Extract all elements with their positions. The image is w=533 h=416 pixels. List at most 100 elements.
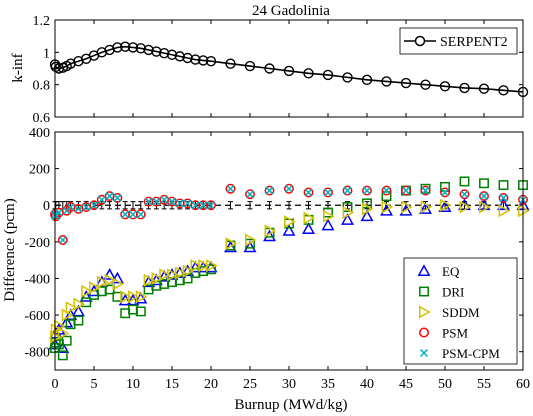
serpent2-point (151, 46, 162, 57)
sddm-point (264, 224, 277, 238)
sddm-point (65, 301, 78, 315)
eq-point (302, 222, 315, 234)
psm-cpm-point (136, 210, 145, 219)
eq-legend-label: EQ (442, 264, 460, 279)
sddm-point (225, 237, 238, 251)
psm-point (264, 185, 275, 196)
psm-cpm-point (152, 197, 161, 206)
psm-point (303, 187, 314, 198)
eq-point (118, 293, 132, 306)
eq-point (321, 218, 335, 231)
top-ytick-label: 0.6 (33, 111, 51, 126)
serpent2-point (420, 79, 431, 90)
serpent2-point (400, 77, 412, 89)
bottom-plot-frame (54, 131, 524, 371)
top-legend-marker (414, 35, 426, 47)
reference-error-bar (306, 201, 311, 210)
eq-point (56, 341, 70, 353)
psm-cpm-point (97, 195, 106, 204)
bottom-xtick-label: 20 (204, 377, 218, 392)
sddm-point (420, 200, 433, 214)
psm-point (245, 189, 255, 200)
bottom-ytick-label: -800 (24, 346, 50, 361)
psm-cpm-point (144, 197, 153, 206)
psm-cpm-point (199, 201, 208, 210)
bottom-ytick-label: 0 (43, 199, 50, 214)
psm-point (323, 187, 333, 198)
serpent2-point (478, 83, 490, 94)
psm-point (112, 192, 123, 203)
eq-point (224, 240, 237, 253)
serpent2-point (498, 85, 509, 96)
sddm-point (303, 211, 316, 225)
sddm-point (459, 200, 472, 214)
serpent2-point (244, 60, 256, 72)
psm-cpm-point (58, 235, 67, 245)
psm-cpm-point (167, 197, 177, 206)
bottom-xlabel: Burnup (MWd/kg) (235, 397, 348, 413)
dri-point (459, 176, 470, 187)
sddm-point (73, 297, 86, 311)
eq-point (95, 275, 109, 288)
psm-point (135, 209, 146, 220)
psm-cpm-point (401, 186, 411, 195)
eq-point (110, 271, 124, 284)
psm-point (342, 185, 353, 196)
reference-error-bar (228, 201, 233, 210)
sddm-point (190, 259, 203, 273)
eq-point (173, 266, 187, 278)
psm-cpm-legend-label: PSM-CPM (442, 346, 500, 361)
sddm-point (479, 200, 491, 214)
sddm-point (498, 204, 511, 218)
sddm-point (323, 209, 335, 223)
sddm-point (381, 200, 394, 214)
sddm-point (89, 281, 101, 295)
eq-point (126, 293, 140, 306)
psm-cpm-point (362, 186, 372, 195)
dri-point (81, 297, 92, 308)
sddm-point (245, 233, 257, 247)
serpent2-point (381, 76, 392, 87)
psm-point (440, 187, 450, 198)
bottom-xtick-label: 25 (243, 377, 257, 392)
sddm-point (174, 266, 187, 280)
bottom-ytick-label: -600 (24, 309, 50, 324)
psm-point (89, 200, 99, 211)
eq-point (71, 304, 85, 317)
sddm-point (81, 284, 93, 298)
dri-point (440, 181, 450, 192)
dri-point (381, 191, 392, 202)
eq-point (243, 240, 257, 253)
bottom-xtick-label: 30 (282, 377, 296, 392)
sddm-point (143, 273, 156, 287)
sddm-point (57, 326, 70, 340)
psm-cpm-point (460, 190, 469, 199)
psm-point (96, 194, 107, 205)
psm-point (362, 185, 372, 196)
psm-point (225, 183, 236, 194)
top-ytick-label: 1.2 (33, 14, 51, 29)
sddm-point (167, 268, 179, 282)
psm-cpm-point (105, 192, 114, 201)
serpent2-point (119, 41, 131, 52)
psm-cpm-point (499, 193, 508, 202)
eq-point (399, 203, 413, 216)
sddm-point (198, 259, 210, 273)
psm-cpm-point (160, 195, 169, 204)
top-legend-label: SERPENT2 (440, 35, 508, 50)
reference-error-bar (247, 201, 253, 210)
serpent2-point (143, 44, 154, 56)
serpent2-point (439, 81, 451, 92)
top-ytick-label: 0.8 (33, 79, 51, 94)
serpent2-point (166, 49, 178, 60)
sddm-point (50, 323, 63, 337)
sddm-point (342, 206, 355, 220)
sddm-point (120, 290, 132, 304)
top-plot-frame (54, 19, 524, 118)
reference-error-bar (122, 201, 128, 210)
reference-error-bar (130, 201, 136, 210)
psm-point (381, 185, 392, 196)
bottom-xtick-label: 0 (52, 377, 59, 392)
psm-cpm-point (121, 210, 130, 219)
